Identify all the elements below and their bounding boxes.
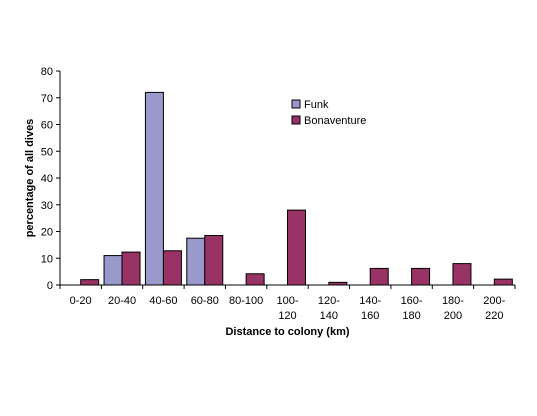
y-tick-label: 0 [47, 280, 53, 292]
x-tick-label: 160-180 [401, 295, 423, 322]
x-tick-label: 0-20 [70, 295, 92, 307]
legend-swatch-funk [291, 99, 301, 109]
y-tick-label: 40 [41, 173, 53, 185]
bar-funk [186, 237, 206, 286]
bar-bonaventure [411, 267, 431, 286]
x-tick-label: 140-160 [359, 295, 381, 322]
x-tick-label: 200-220 [483, 295, 505, 322]
bar-funk [144, 91, 164, 286]
x-tick-label: 100-120 [276, 295, 298, 322]
legend-label-funk: Funk [304, 99, 329, 111]
x-tick-label: 60-80 [191, 295, 219, 307]
bar-bonaventure [287, 209, 306, 286]
y-ticks-group: 0 10 20 30 40 50 60 70 80 [41, 66, 60, 292]
legend: Funk Bonaventure [291, 99, 366, 127]
bar-bonaventure [493, 278, 513, 286]
y-tick-label: 10 [41, 253, 53, 265]
y-tick-label: 70 [41, 93, 53, 105]
x-tick-label: 40-60 [149, 295, 177, 307]
bar-funk [103, 255, 123, 286]
y-tick-label: 50 [41, 146, 53, 158]
legend-label-bonaventure: Bonaventure [304, 115, 366, 127]
bar-bonaventure [162, 250, 182, 286]
y-tick-label: 30 [41, 200, 53, 212]
bar-bonaventure [204, 235, 224, 286]
bar-bonaventure [80, 279, 100, 286]
bar-bonaventure [121, 251, 141, 286]
bar-bonaventure [452, 263, 472, 286]
x-ticks-group: 0-20 20-40 40-60 60-80 80-100 100-120 120-140 1… [59, 285, 516, 322]
bar-bonaventure [369, 267, 389, 286]
x-tick-label: 80-100 [229, 295, 263, 307]
x-tick-label: 20-40 [108, 295, 136, 307]
x-tick-label: 120-140 [318, 295, 340, 322]
y-tick-label: 80 [41, 66, 53, 78]
y-axis-title: percentage of all dives [24, 119, 36, 238]
y-tick-label: 60 [41, 120, 53, 132]
y-tick-label: 20 [41, 227, 53, 239]
bar-bonaventure [245, 273, 265, 286]
x-axis-title: Distance to colony (km) [225, 326, 349, 338]
x-tick-label: 180-200 [442, 295, 464, 322]
bars-group [80, 91, 513, 286]
legend-swatch-bonaventure [291, 115, 301, 125]
